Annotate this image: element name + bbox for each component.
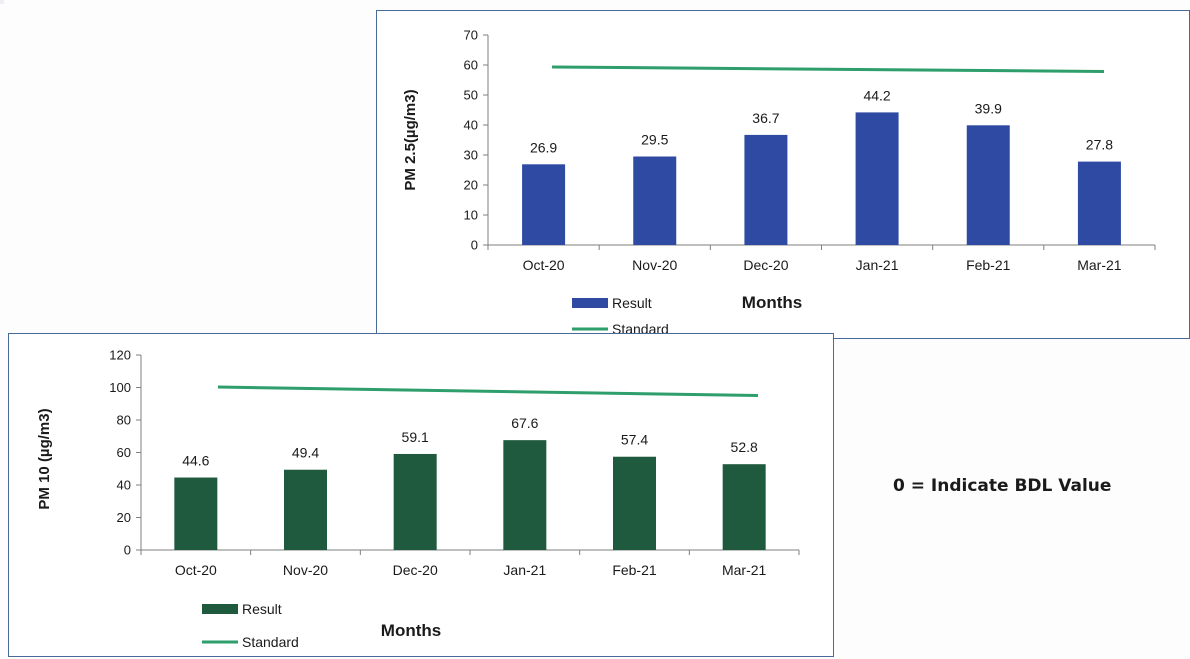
pm25-data-label: 44.2 [863, 87, 890, 103]
pm25-bar [633, 156, 677, 245]
pm25-data-label: 39.9 [975, 100, 1002, 116]
pm10-x-tick-label: Mar-21 [722, 562, 767, 578]
pm25-x-axis-label: Months [742, 293, 802, 312]
pm10-y-tick-label: 20 [117, 510, 131, 525]
bdl-note: 0 = Indicate BDL Value [893, 476, 1112, 496]
pm25-y-tick-label: 30 [464, 148, 478, 163]
pm25-bar [1077, 161, 1121, 245]
pm10-data-label: 67.6 [511, 415, 538, 431]
pm25-data-label: 36.7 [752, 110, 779, 126]
pm10-data-label: 49.4 [292, 445, 319, 461]
pm25-y-tick-label: 40 [464, 118, 478, 133]
pm25-y-axis-label: PM 2.5(µg/m3) [402, 89, 419, 190]
pm10-bar [613, 456, 656, 550]
pm10-data-label: 44.6 [182, 453, 209, 469]
pm25-bar [855, 112, 899, 246]
pm10-x-tick-label: Oct-20 [175, 562, 217, 578]
pm25-data-label: 27.8 [1086, 137, 1113, 153]
pm10-x-tick-label: Dec-20 [393, 562, 438, 578]
pm10-bar [393, 453, 437, 550]
pm25-chart: 0 10 20 30 40 50 60 70 Oct-20 26.9 Nov-20 29.5 Dec-2… [402, 28, 1156, 337]
pm10-bar [174, 477, 218, 550]
pm10-x-tick-label: Jan-21 [503, 562, 546, 578]
pm25-legend-result-label: Result [612, 295, 652, 311]
pm10-x-tick-label: Feb-21 [612, 562, 657, 578]
pm25-x-tick-label: Oct-20 [523, 257, 565, 273]
pm25-data-label: 29.5 [641, 132, 668, 148]
pm25-data-label: 26.9 [530, 139, 557, 155]
pm25-legend-result-swatch [572, 298, 608, 308]
pm10-bar [722, 464, 766, 550]
pm10-bar [284, 469, 327, 550]
pm10-bar [503, 440, 547, 550]
pm10-legend-standard-label: Standard [242, 634, 299, 650]
pm10-x-axis-label: Months [381, 621, 441, 640]
pm10-x-tick-label: Nov-20 [283, 562, 328, 578]
background-speck [0, 0, 4, 4]
pm10-y-tick-label: 100 [109, 380, 131, 395]
pm10-y-tick-label: 60 [117, 445, 131, 460]
pm25-y-tick-label: 60 [464, 58, 478, 73]
pm25-bar [522, 164, 566, 245]
pm10-y-tick-label: 80 [117, 413, 131, 428]
pm25-y-tick-label: 50 [464, 88, 478, 103]
pm25-x-tick-label: Dec-20 [743, 257, 788, 273]
pm10-legend-result-swatch [202, 604, 238, 614]
pm25-x-tick-label: Mar-21 [1077, 257, 1122, 273]
pm25-y-tick-label: 0 [471, 238, 478, 253]
pm10-data-label: 57.4 [621, 432, 648, 448]
pm10-y-tick-label: 120 [109, 348, 131, 363]
pm25-y-tick-label: 70 [464, 28, 478, 43]
pm10-standard-line [217, 385, 759, 397]
pm25-bar [966, 125, 1010, 245]
pm10-y-axis-label: PM 10 (µg/m3) [36, 408, 53, 509]
pm25-standard-line [551, 65, 1105, 73]
pm25-chart-frame: 0 10 20 30 40 50 60 70 Oct-20 26.9 Nov-20 29.5 Dec-2… [376, 10, 1190, 339]
pm10-chart: 0 20 40 60 80 100 120 Oct-20 44.6 Nov-20 49.4 Dec-2… [36, 348, 800, 650]
pm10-data-label: 59.1 [402, 429, 429, 445]
pm25-bar [744, 134, 788, 245]
pm10-data-label: 52.8 [731, 439, 758, 455]
pm25-x-tick-label: Jan-21 [856, 257, 899, 273]
pm10-chart-frame: 0 20 40 60 80 100 120 Oct-20 44.6 Nov-20 49.4 Dec-2… [8, 333, 834, 657]
pm10-y-tick-label: 40 [117, 478, 131, 493]
pm10-legend-result-label: Result [242, 601, 282, 617]
pm10-y-tick-label: 0 [124, 543, 131, 558]
pm25-y-tick-label: 20 [464, 178, 478, 193]
pm25-y-tick-label: 10 [464, 208, 478, 223]
pm25-x-tick-label: Nov-20 [632, 257, 677, 273]
pm25-x-tick-label: Feb-21 [966, 257, 1011, 273]
